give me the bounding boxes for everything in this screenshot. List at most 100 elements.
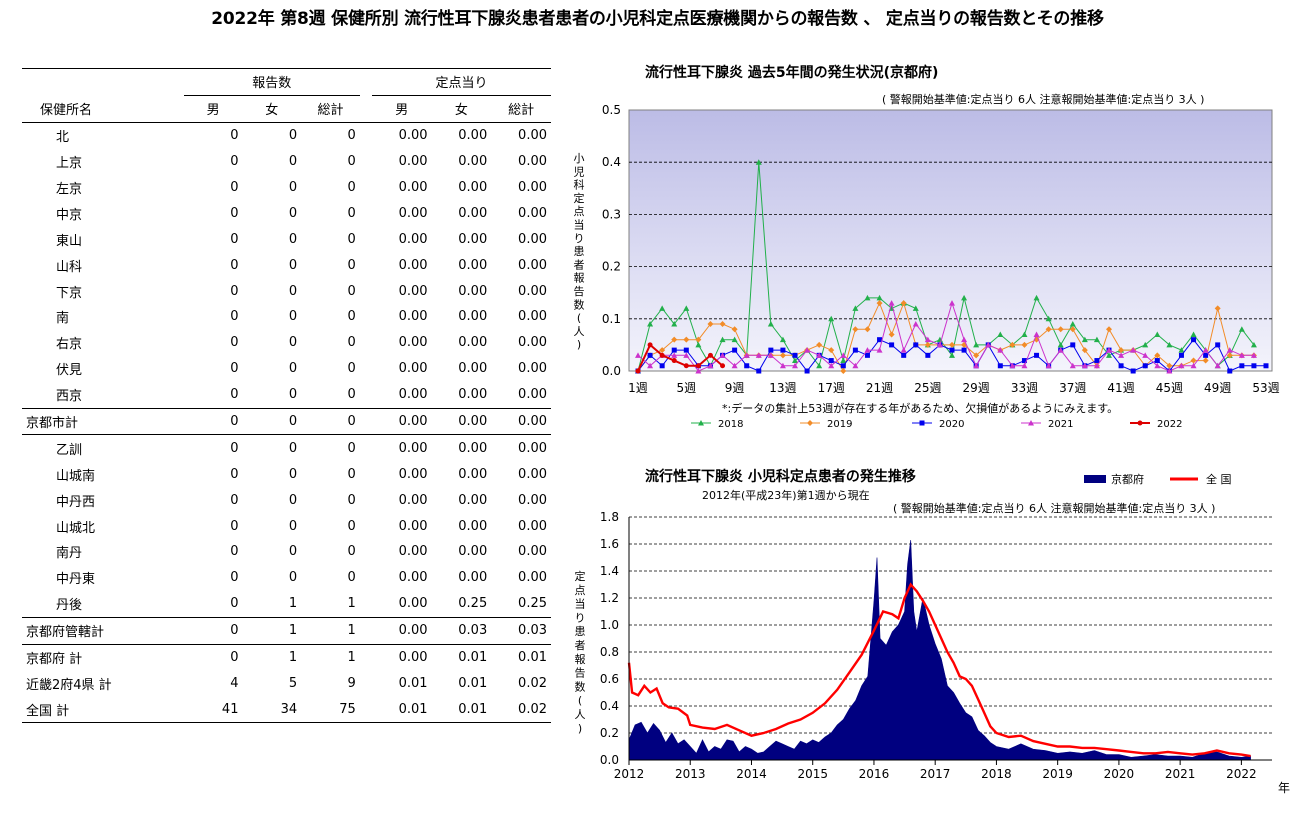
data-point-marker <box>779 336 786 343</box>
data-point-marker <box>671 347 677 353</box>
table-row: 中丹西 0 0 0 0.00 0.00 0.00 <box>22 487 551 513</box>
trend-chart-title: 流行性耳下腺炎 小児科定点患者の発生推移 <box>645 468 916 485</box>
report-total-cell: 75 <box>301 696 360 724</box>
rate-total-cell: 0.02 <box>491 696 551 724</box>
report-total-cell: 1 <box>347 596 356 612</box>
data-point-marker <box>698 420 704 426</box>
col-header-rate-total: 総計 <box>491 95 551 123</box>
data-point-marker <box>1190 362 1197 369</box>
y-axis-label-char: 者 <box>574 258 585 271</box>
health-center-name: 中丹東 <box>56 572 96 588</box>
data-point-marker <box>973 341 980 348</box>
data-point-marker <box>913 342 919 348</box>
y-axis-label-char: 科 <box>574 178 585 192</box>
data-point-marker <box>1021 331 1028 337</box>
x-tick-label: 13週 <box>769 381 796 395</box>
rate-total-cell: 0.00 <box>518 205 547 221</box>
data-point-marker <box>707 321 714 328</box>
trend-chart-subtitle: 2012年(平成23年)第1週から現在 <box>702 488 870 502</box>
health-center-name: 右京 <box>56 337 83 353</box>
table-row: 東山 0 0 0 0.00 0.00 0.00 <box>22 226 551 252</box>
report-female-cell: 0 <box>288 492 298 508</box>
y-axis-label-char: 人 <box>574 325 585 338</box>
series-line <box>627 582 1251 758</box>
rate-male-cell: 0.00 <box>398 154 428 170</box>
data-point-marker <box>659 305 666 311</box>
health-center-name: 北 <box>56 130 70 146</box>
five-year-legend: 2018 2019 2020 2021 2022 <box>691 419 1182 430</box>
report-male-cell: 0 <box>230 231 239 247</box>
health-center-name: 丹後 <box>56 598 83 614</box>
y-tick-label: 1.6 <box>600 537 619 551</box>
y-axis-label-char: 者 <box>575 639 586 652</box>
data-point-marker <box>671 336 678 343</box>
rate-male-cell: 0.00 <box>398 180 428 195</box>
report-female-cell: 0 <box>288 544 298 560</box>
report-male-cell: 0 <box>230 283 239 299</box>
rate-total-cell: 0.00 <box>518 154 547 170</box>
col-header-health-center: 保健所名 <box>22 95 184 123</box>
report-total-cell: 0 <box>347 518 356 534</box>
trend-y-ticks: 0.0 0.2 0.4 0.6 0.8 1.0 1.2 1.4 1.6 1.8 <box>600 510 619 767</box>
data-point-marker <box>924 341 931 348</box>
y-tick-label: 1.0 <box>600 618 619 632</box>
data-point-marker <box>1045 315 1052 322</box>
data-point-marker <box>792 362 798 369</box>
rate-female-cell: 0.00 <box>458 570 488 586</box>
data-point-marker <box>864 326 871 333</box>
data-point-marker <box>816 362 823 369</box>
trend-x-ticks: 2012 2013 2014 2015 2016 2017 2018 2019 2020 2021… <box>614 760 1257 781</box>
legend-label: 2018 <box>718 419 743 430</box>
x-tick-label: 2018 <box>981 767 1012 781</box>
report-female-cell: 0 <box>288 309 298 325</box>
table-row: 京都府管轄計 0 1 1 0.00 0.03 0.03 <box>22 616 551 645</box>
data-point-marker <box>876 347 883 353</box>
report-female-cell: 1 <box>242 616 302 645</box>
report-total-cell: 0 <box>347 257 356 273</box>
x-tick-label: 25週 <box>914 381 941 395</box>
health-center-name: 中丹西 <box>56 494 96 510</box>
rate-male-cell: 0.00 <box>398 387 428 403</box>
data-point-marker <box>901 352 907 358</box>
data-point-marker <box>1142 341 1149 348</box>
col-header-rate-male: 男 <box>371 95 432 123</box>
health-center-name: 山城南 <box>56 468 96 484</box>
table-row: 左京 0 0 0 0.00 0.00 0.00 <box>22 175 551 201</box>
data-point-marker <box>647 352 653 358</box>
col-header-female: 女 <box>242 95 302 123</box>
report-total-cell: 0 <box>347 154 356 170</box>
rate-total-cell: 0.00 <box>518 257 547 273</box>
rate-female-cell: 0.00 <box>458 231 488 247</box>
data-point-marker <box>683 336 690 343</box>
data-point-marker <box>707 352 713 358</box>
data-point-marker <box>768 347 774 353</box>
data-point-marker <box>1190 331 1197 337</box>
data-point-marker <box>647 362 654 369</box>
x-tick-label: 2015 <box>797 767 828 781</box>
data-point-marker <box>985 341 992 348</box>
table-row: 山城北 0 0 0 0.00 0.00 0.00 <box>22 513 551 539</box>
column-header-row: 保健所名 男 女 総計 男 女 総計 <box>22 95 551 123</box>
data-point-marker <box>1250 352 1257 358</box>
report-male-cell: 0 <box>183 616 243 645</box>
data-point-marker <box>973 352 980 359</box>
series-京都府 <box>628 539 1251 761</box>
data-point-marker <box>816 341 823 348</box>
rate-female-cell: 0.00 <box>458 544 488 560</box>
data-point-marker <box>840 368 847 374</box>
data-point-marker <box>1227 368 1233 374</box>
data-point-marker <box>961 336 968 343</box>
rate-male-cell: 0.00 <box>398 570 428 586</box>
y-axis-label-char: り <box>574 232 585 245</box>
data-point-marker <box>1166 362 1173 369</box>
rate-total-cell: 0.00 <box>491 434 551 462</box>
table-row: 南 0 0 0 0.00 0.00 0.00 <box>22 304 551 330</box>
x-tick-label: 17週 <box>818 381 845 395</box>
table-row: 下京 0 0 0 0.00 0.00 0.00 <box>22 278 551 304</box>
data-point-marker <box>1130 368 1136 374</box>
report-male-cell: 41 <box>183 696 243 724</box>
data-point-marker <box>1021 362 1028 369</box>
rate-female-cell: 0.00 <box>458 180 488 195</box>
data-point-marker <box>1021 341 1028 348</box>
data-point-marker <box>828 315 835 322</box>
